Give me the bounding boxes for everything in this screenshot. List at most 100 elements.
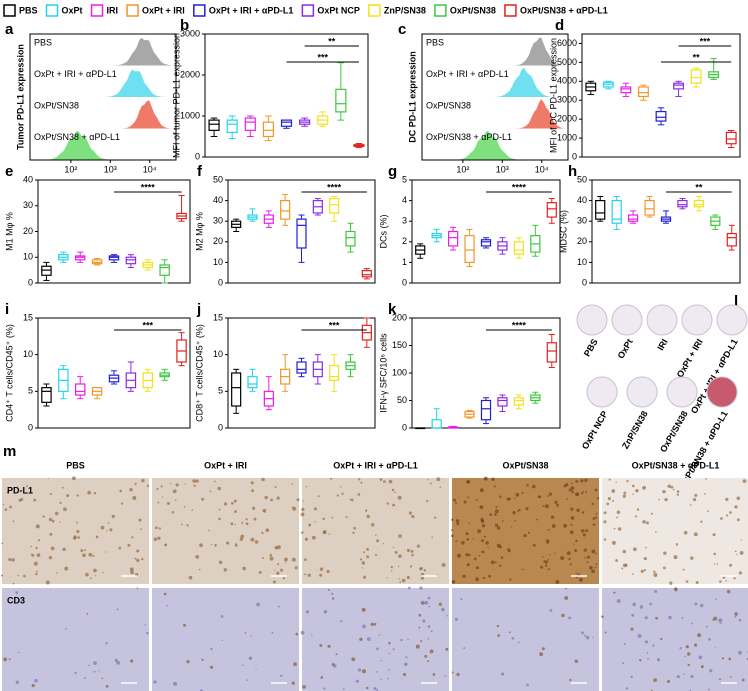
stain-dot (173, 681, 178, 686)
stain-dot (359, 637, 363, 641)
stain-dot (388, 479, 393, 484)
stain-dot (326, 569, 330, 574)
stain-dot (565, 587, 567, 590)
stain-dot (114, 658, 118, 662)
stain-dot (291, 557, 296, 562)
stain-dot (164, 544, 167, 547)
stain-dot (544, 564, 548, 567)
micrograph (452, 478, 599, 584)
box (41, 387, 52, 403)
stain-dot (398, 554, 402, 558)
box (480, 239, 492, 247)
y-tick-label: 150 (392, 340, 407, 350)
y-tick-label: 6000 (557, 38, 577, 48)
stain-dot (729, 675, 732, 678)
stain-dot (198, 568, 201, 571)
box (262, 121, 274, 138)
stain-dot (8, 657, 11, 661)
stain-dot (101, 677, 104, 680)
panel-letter: i (5, 301, 9, 318)
stain-dot (366, 686, 369, 690)
stain-dot (276, 545, 281, 550)
stain-dot (635, 489, 639, 493)
well-label: IRI (655, 337, 669, 352)
y-axis-label: IFN-γ SFC/10⁶ cells (378, 333, 388, 413)
stain-dot (632, 573, 634, 575)
stain-dot (75, 521, 78, 524)
stain-dot (622, 494, 627, 498)
stain-dot (106, 530, 108, 532)
stain-dot (566, 551, 571, 555)
stain-dot (645, 546, 647, 549)
box (244, 117, 256, 131)
stain-dot (584, 478, 588, 483)
stain-dot (652, 644, 655, 647)
stain-dot (606, 502, 610, 506)
stain-dot (454, 617, 458, 621)
stain-dot (47, 477, 49, 480)
stain-dot (468, 522, 470, 524)
stain-dot (472, 537, 475, 540)
stain-dot (36, 570, 38, 573)
stain-dot (540, 565, 544, 569)
stain-dot (419, 586, 423, 590)
stain-dot (631, 613, 635, 617)
stain-dot (499, 545, 502, 549)
stain-dot (483, 535, 486, 538)
well-label: ZnP/SN38 (620, 409, 650, 450)
stain-dot (738, 571, 743, 575)
stain-dot (515, 492, 520, 497)
stain-dot (740, 539, 742, 541)
stain-dot (262, 556, 264, 559)
stain-dot (370, 622, 374, 626)
stain-dot (713, 563, 716, 565)
stain-dot (683, 673, 685, 676)
stain-dot (463, 500, 467, 504)
stain-dot (427, 638, 430, 640)
stain-dot (9, 505, 13, 509)
y-tick-label: 40 (577, 195, 587, 205)
stain-dot (473, 557, 477, 561)
stain-dot (102, 572, 104, 574)
stain-dot (145, 631, 149, 635)
stain-dot (424, 654, 428, 658)
legend-label: OxPt + IRI + αPD-L1 (209, 5, 294, 15)
micrograph (2, 478, 149, 584)
stain-dot (549, 608, 553, 612)
y-axis-label: CD4⁺ T cells/CD45⁺ (%) (4, 324, 14, 422)
stain-dot (655, 616, 659, 620)
stain-dot (539, 495, 542, 498)
y-axis-label: Tumor PD-L1 expression (15, 44, 25, 150)
stain-dot (327, 644, 331, 648)
stain-dot (582, 533, 587, 537)
stain-dot (687, 663, 690, 667)
stain-dot (330, 478, 333, 480)
box (513, 241, 525, 255)
stain-dot (274, 485, 277, 489)
stain-dot (269, 556, 274, 561)
stain-dot (630, 627, 634, 631)
stain-dot (690, 622, 693, 625)
stain-dot (1, 542, 4, 545)
stain-dot (92, 554, 95, 557)
stain-dot (195, 554, 200, 559)
stain-dot (423, 569, 427, 572)
stain-dot (712, 533, 716, 537)
stain-dot (500, 556, 504, 559)
stain-dot (390, 569, 393, 572)
stain-dot (451, 518, 454, 522)
significance-label: **** (512, 182, 527, 192)
stain-dot (569, 563, 572, 566)
panel-letter: k (388, 301, 397, 318)
row-label: PD-L1 (7, 485, 33, 495)
stain-dot (105, 551, 107, 553)
stain-dot (738, 618, 742, 622)
stain-dot (341, 492, 344, 495)
stain-dot (388, 641, 391, 645)
stain-dot (499, 495, 502, 498)
stain-dot (300, 630, 305, 635)
stain-dot (499, 564, 502, 567)
stain-dot (725, 497, 729, 502)
stain-dot (250, 481, 254, 485)
stain-dot (478, 554, 481, 557)
